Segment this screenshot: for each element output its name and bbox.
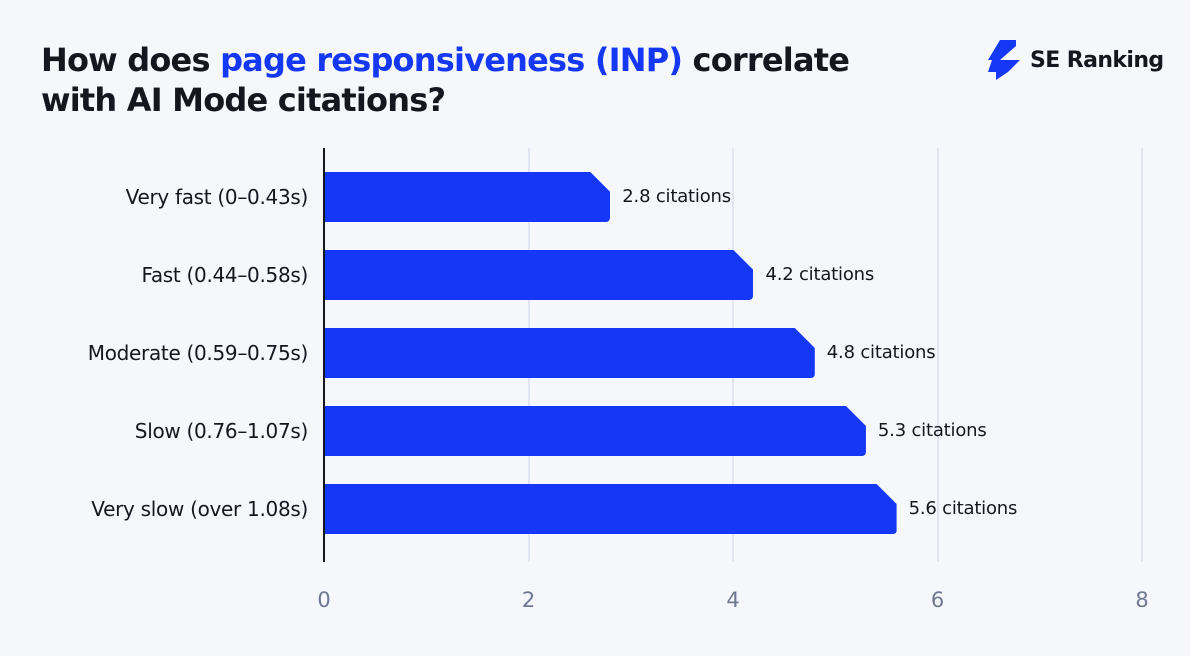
- category-label: Fast (0.44–0.58s): [141, 263, 308, 287]
- se-ranking-logo: SE Ranking: [986, 40, 1164, 80]
- value-label: 2.8 citations: [622, 186, 731, 207]
- bar: [325, 250, 753, 300]
- x-tick-label: 4: [726, 588, 740, 612]
- x-tick-label: 0: [317, 588, 331, 612]
- title-pre: How does: [41, 41, 221, 79]
- gridline: [1141, 148, 1143, 562]
- y-axis-line: [323, 148, 325, 562]
- category-label: Slow (0.76–1.07s): [134, 419, 309, 443]
- value-label: 5.6 citations: [908, 498, 1018, 519]
- value-label: 4.8 citations: [826, 342, 936, 363]
- se-ranking-logo-icon: [988, 40, 1020, 80]
- category-label: Very slow (over 1.08s): [91, 497, 308, 521]
- title-post: correlate with AI Mode citations?: [41, 41, 850, 119]
- value-label: 4.2 citations: [765, 264, 875, 285]
- bar: [325, 484, 897, 534]
- title-highlight: page responsiveness (INP): [220, 41, 683, 79]
- x-tick-label: 8: [1135, 588, 1149, 612]
- bar: [325, 172, 610, 222]
- gridline: [936, 148, 939, 562]
- value-label: 5.3 citations: [877, 420, 987, 441]
- logo-text: SE Ranking: [1030, 47, 1164, 73]
- bar: [325, 328, 815, 378]
- chart-title: How does page responsiveness (INP) corre…: [41, 40, 861, 120]
- bar: [325, 406, 866, 456]
- x-tick-label: 6: [930, 588, 945, 612]
- x-tick-label: 2: [521, 588, 536, 612]
- category-label: Very fast (0–0.43s): [125, 185, 309, 209]
- category-label: Moderate (0.59–0.75s): [87, 341, 309, 365]
